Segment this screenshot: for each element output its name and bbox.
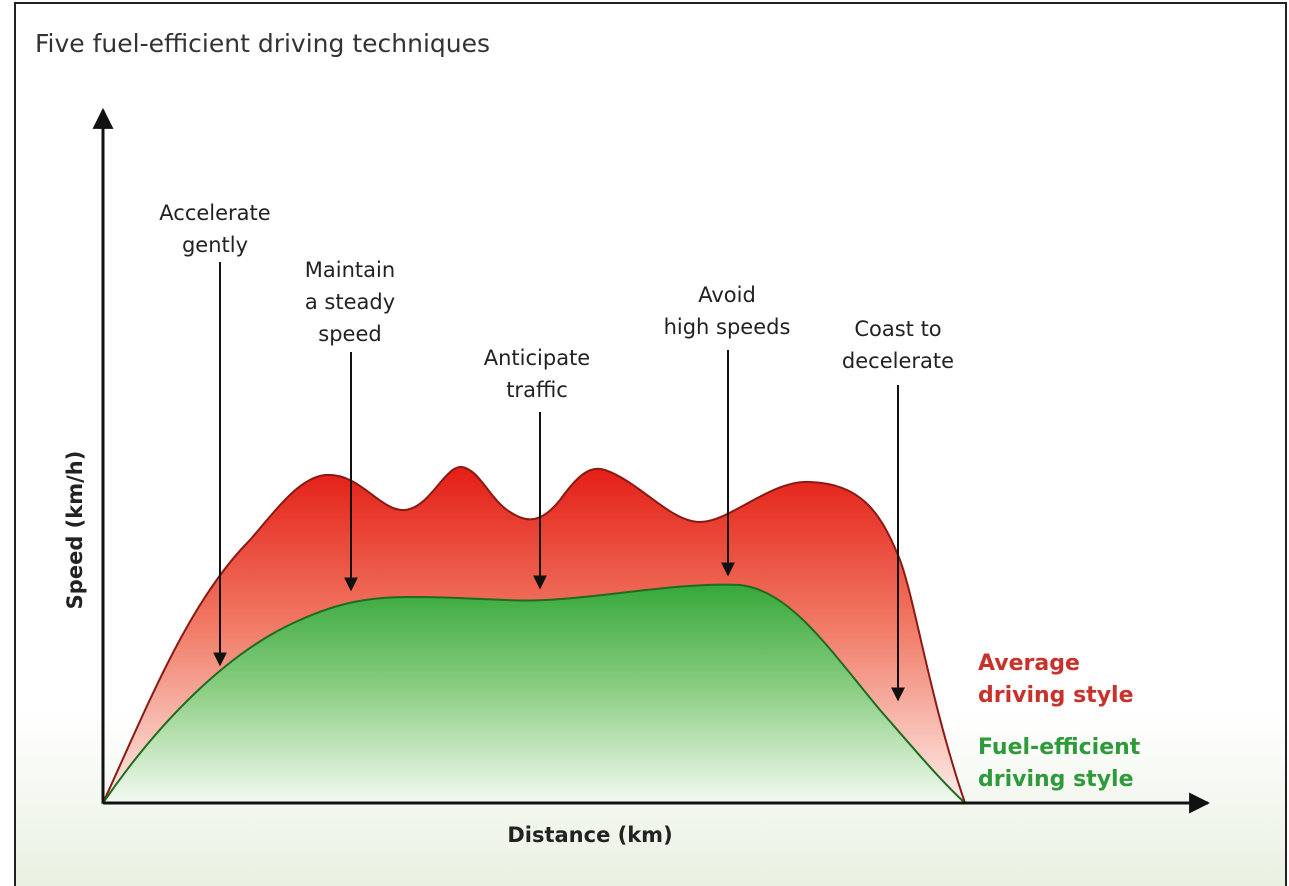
frame	[14, 2, 1287, 886]
annotation-line: high speeds	[664, 315, 791, 339]
efficient-area	[101, 583, 968, 804]
annotation-line: Maintain	[305, 258, 395, 282]
annotation-line: a steady	[305, 290, 395, 314]
annotations: Accelerate gently Maintain a steady speed Ant…	[159, 201, 954, 402]
legend: Average driving style Fuel-efficient drivin…	[978, 651, 1141, 792]
annotation-line: Anticipate	[484, 346, 590, 370]
legend-label: Fuel-efficient	[978, 735, 1141, 760]
legend-label: driving style	[978, 767, 1134, 792]
annotation-line: Avoid	[698, 283, 756, 307]
y-axis-label: Speed (km/h)	[63, 451, 87, 610]
annotation-line: Accelerate	[159, 201, 270, 225]
annotation-line: decelerate	[842, 349, 954, 373]
annotation-line: traffic	[506, 378, 568, 402]
legend-label: driving style	[978, 683, 1134, 708]
title: Five fuel-efficient driving techniques	[35, 29, 490, 58]
annotation-line: Coast to	[854, 317, 941, 341]
x-axis-label: Distance (km)	[507, 823, 672, 847]
annotation-line: gently	[182, 233, 248, 257]
pointers	[213, 262, 905, 702]
legend-label: Average	[978, 651, 1080, 676]
annotation-line: speed	[318, 322, 381, 346]
